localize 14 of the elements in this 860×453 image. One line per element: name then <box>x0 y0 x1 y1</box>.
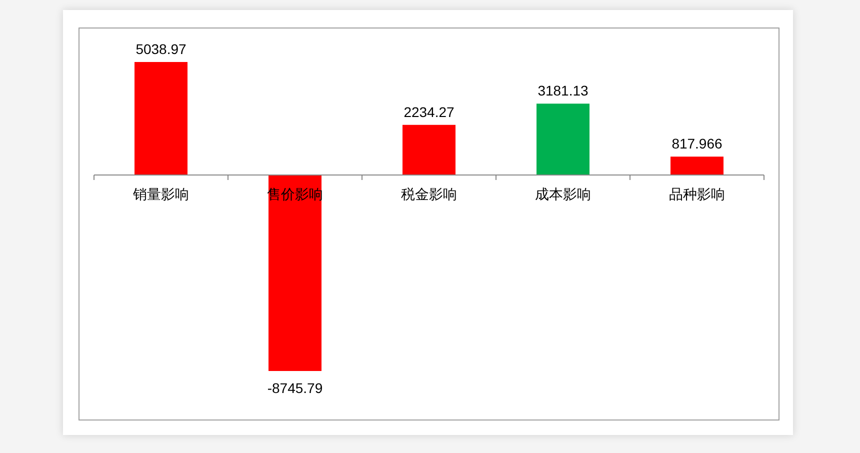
x-tick-label: 品种影响 <box>669 186 725 203</box>
x-tick-label: 税金影响 <box>401 186 457 203</box>
data-label: -8745.79 <box>267 380 323 396</box>
data-label: 2234.27 <box>404 104 455 120</box>
data-label: 5038.97 <box>136 41 187 57</box>
bar <box>134 62 188 175</box>
data-label: 3181.13 <box>538 82 589 99</box>
bar <box>268 174 322 371</box>
bar <box>536 104 590 175</box>
x-tick-label: 销量影响 <box>132 186 189 203</box>
x-tick-label: 成本影响 <box>535 186 591 203</box>
bar <box>670 156 724 175</box>
data-label: 817.966 <box>672 136 723 152</box>
bar <box>402 124 456 175</box>
